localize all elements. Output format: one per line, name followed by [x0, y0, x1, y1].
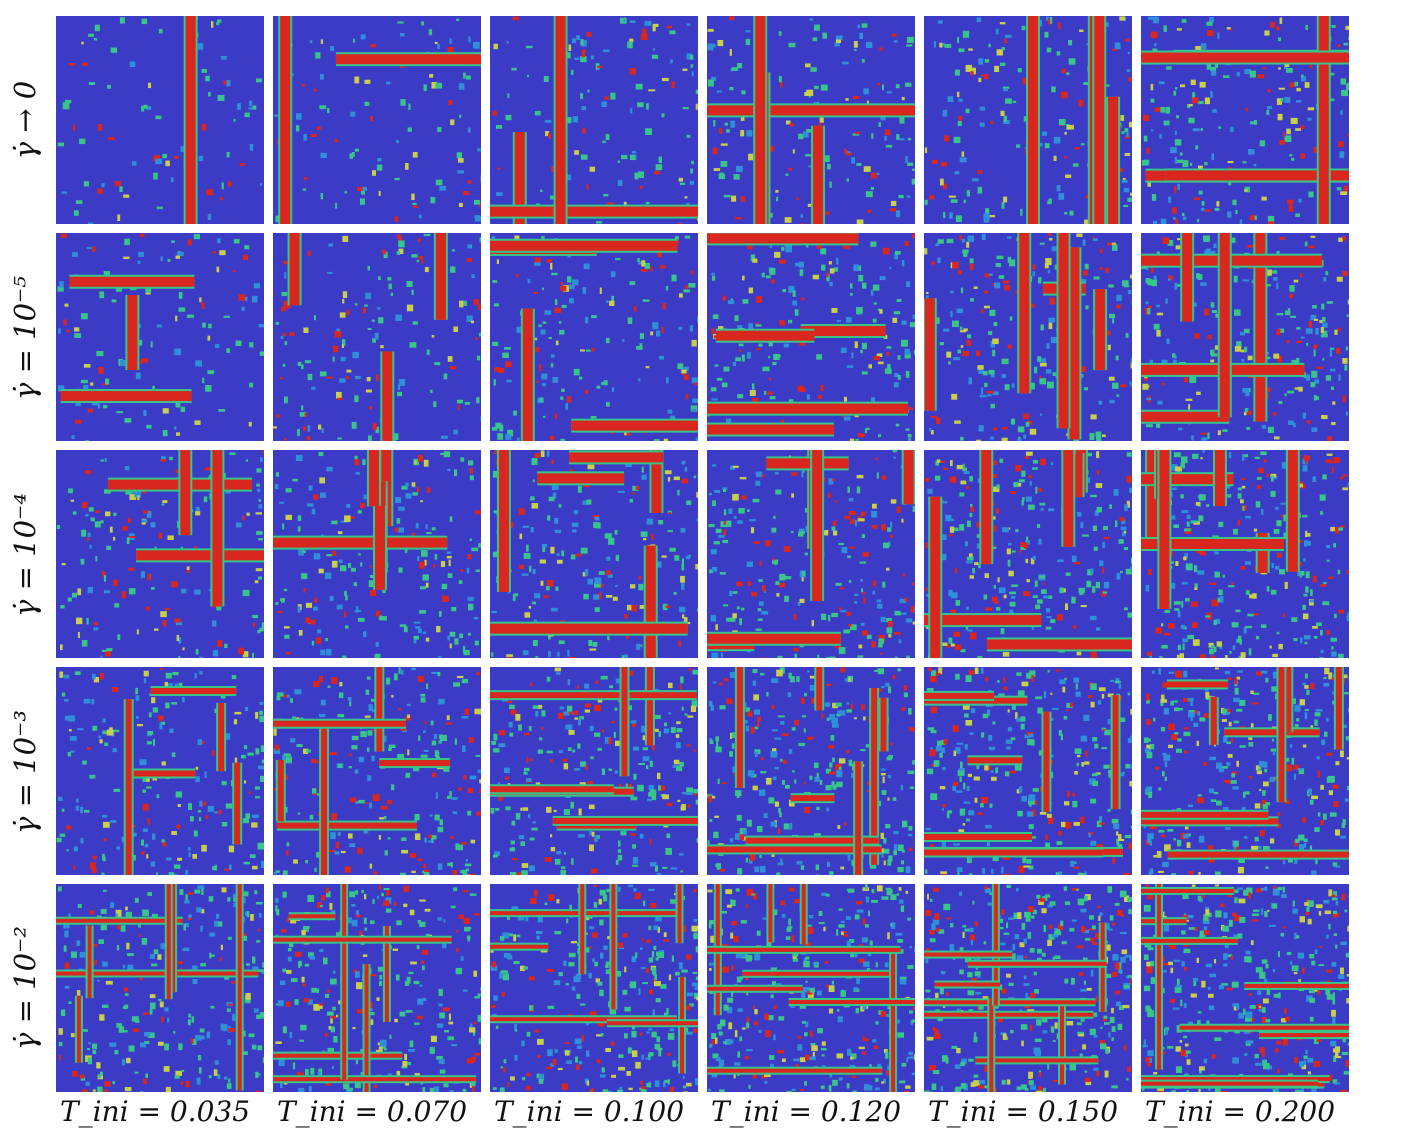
snapshot-panel: [1141, 233, 1349, 441]
row-label-rate-1e-2: γ̇ = 10⁻²: [5, 883, 45, 1093]
row-label-rate-0: γ̇ → 0: [5, 15, 45, 225]
snapshot-panel: [273, 16, 481, 224]
snapshot-panel: [490, 233, 698, 441]
row-label-rate-1e-5: γ̇ = 10⁻⁵: [5, 233, 45, 443]
snapshot-panel: [924, 233, 1132, 441]
snapshot-panel: [707, 667, 915, 875]
snapshot-panel: [56, 667, 264, 875]
snapshot-panel: [924, 884, 1132, 1092]
snapshot-panel: [490, 16, 698, 224]
snapshot-panel: [707, 884, 915, 1092]
snapshot-panel: [707, 450, 915, 658]
col-label-t100: T_ini = 0.100: [484, 1092, 694, 1130]
col-label-t120: T_ini = 0.120: [701, 1092, 911, 1130]
snapshot-panel: [1141, 16, 1349, 224]
row-label-rate-1e-3: γ̇ = 10⁻³: [5, 667, 45, 877]
col-label-t200: T_ini = 0.200: [1135, 1092, 1345, 1130]
snapshot-panel: [707, 233, 915, 441]
snapshot-panel: [707, 16, 915, 224]
snapshot-panel: [924, 667, 1132, 875]
snapshot-panel: [56, 16, 264, 224]
col-label-t070: T_ini = 0.070: [267, 1092, 477, 1130]
snapshot-panel: [924, 450, 1132, 658]
snapshot-panel: [273, 450, 481, 658]
snapshot-panel: [1141, 667, 1349, 875]
col-label-t035: T_ini = 0.035: [50, 1092, 260, 1130]
snapshot-panel: [273, 667, 481, 875]
snapshot-panel: [490, 450, 698, 658]
snapshot-panel: [1141, 450, 1349, 658]
row-label-rate-1e-4: γ̇ = 10⁻⁴: [5, 450, 45, 660]
snapshot-panel: [273, 233, 481, 441]
snapshot-panel: [56, 884, 264, 1092]
snapshot-panel: [490, 667, 698, 875]
snapshot-panel: [1141, 884, 1349, 1092]
snapshot-panel: [273, 884, 481, 1092]
snapshot-panel: [924, 16, 1132, 224]
snapshot-panel: [56, 233, 264, 441]
snapshot-panel: [490, 884, 698, 1092]
col-label-t150: T_ini = 0.150: [918, 1092, 1128, 1130]
snapshot-panel: [56, 450, 264, 658]
